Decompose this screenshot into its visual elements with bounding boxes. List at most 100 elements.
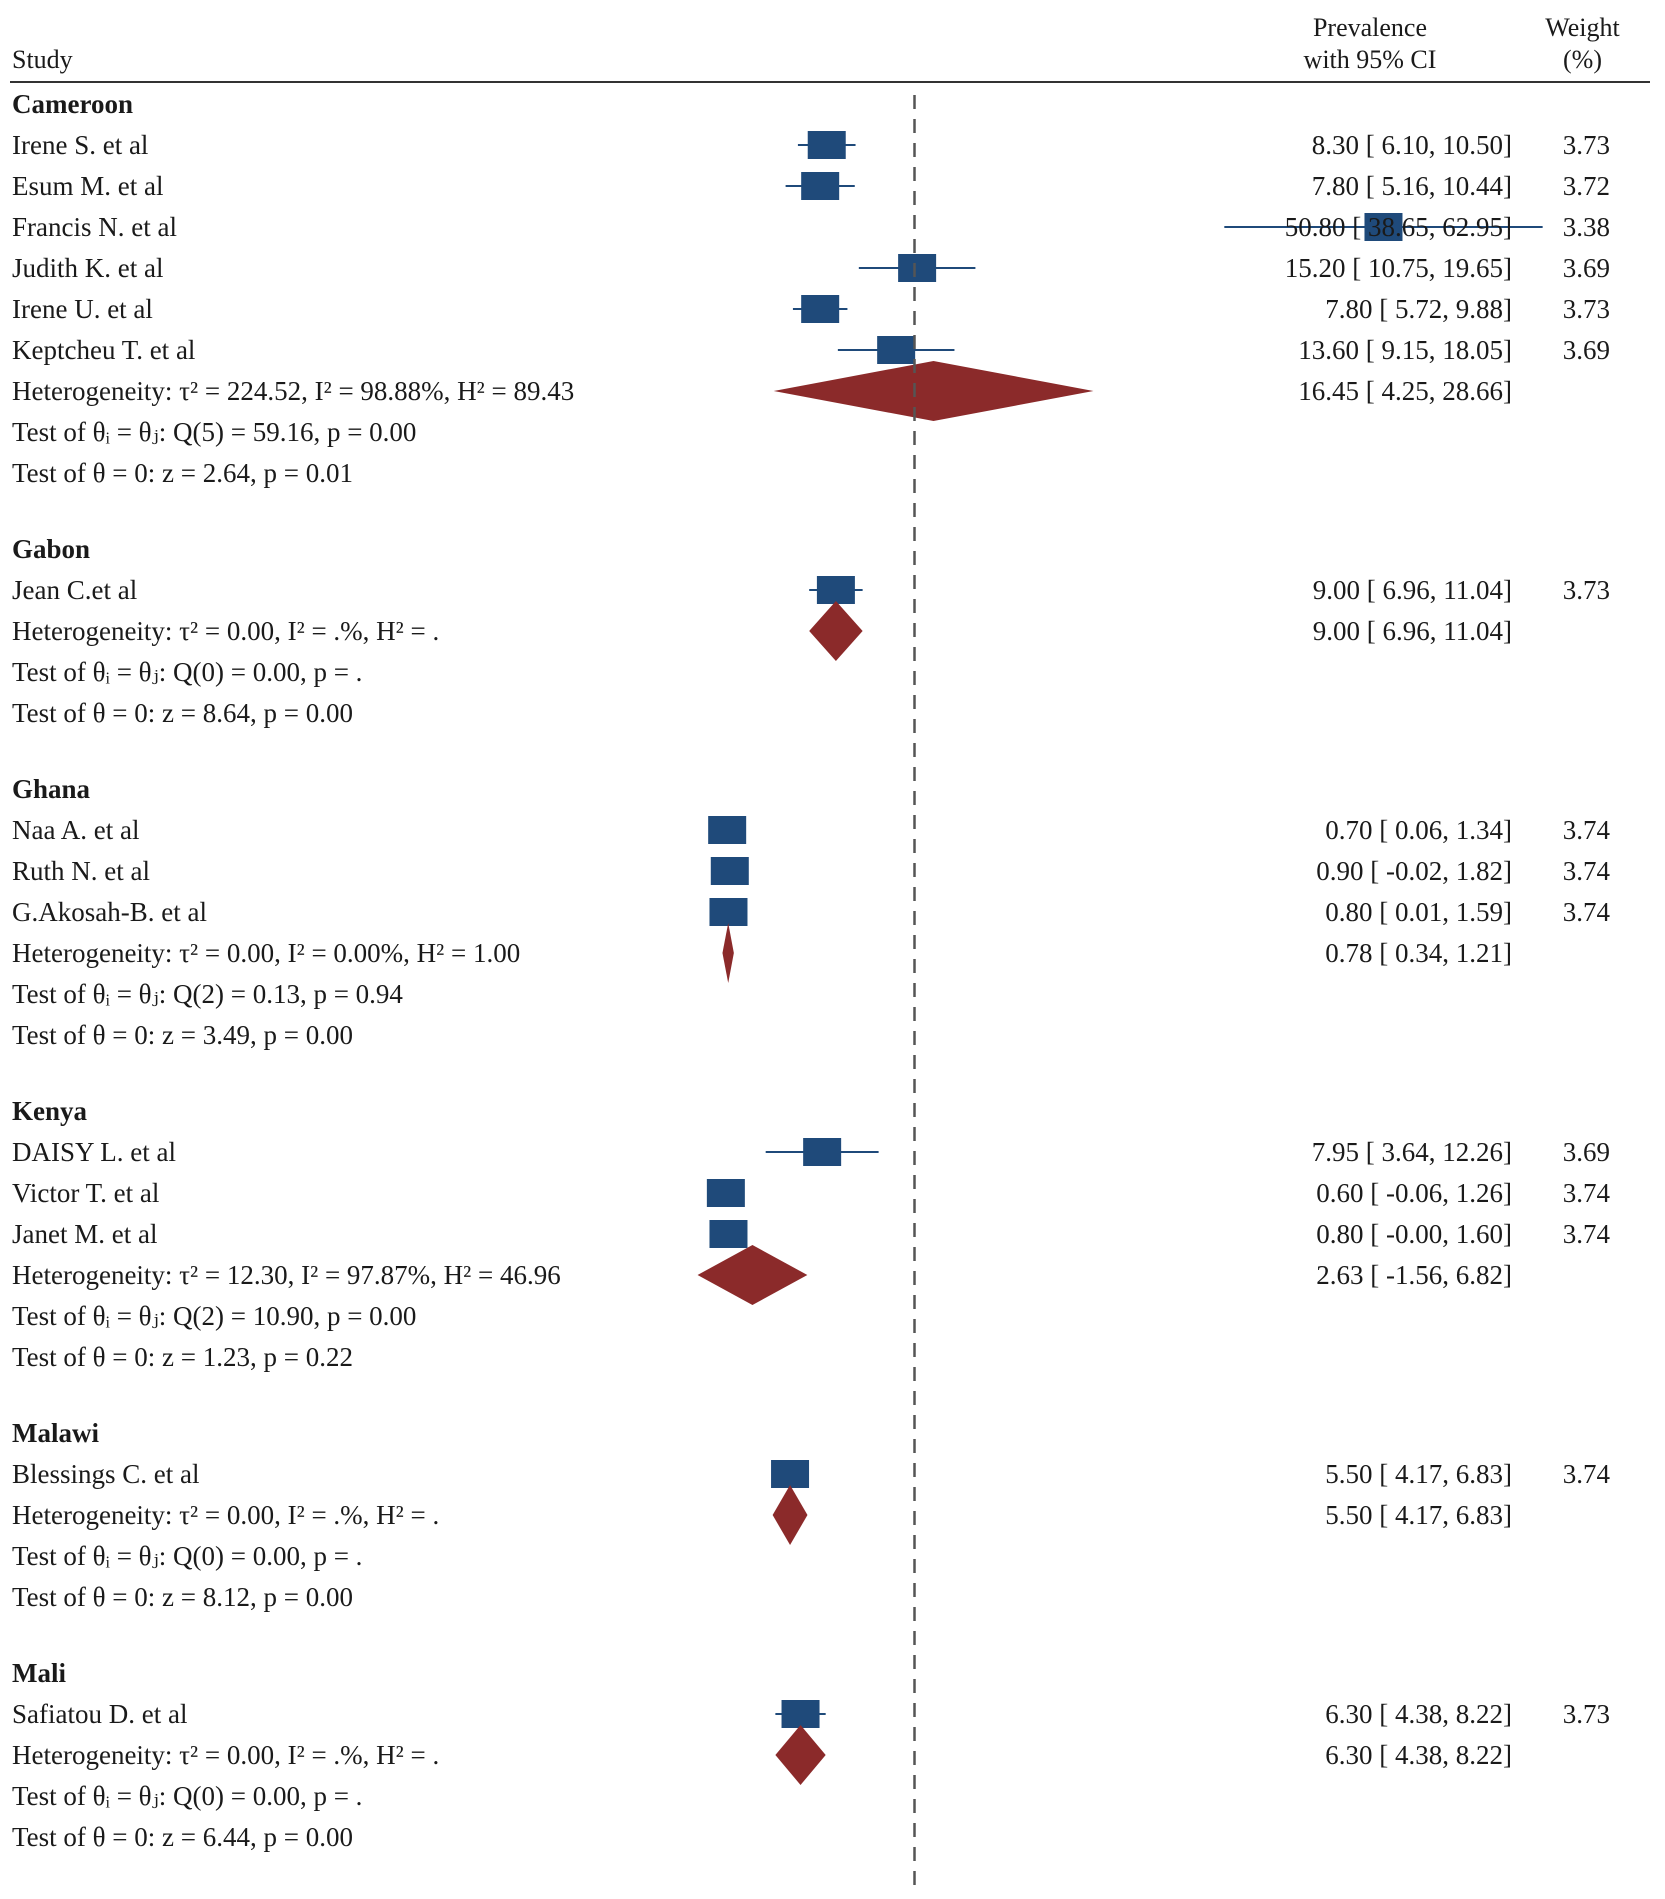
study-weight: 3.74 xyxy=(1563,815,1611,845)
study-label: DAISY L. et al xyxy=(12,1137,176,1167)
study-weight: 3.74 xyxy=(1563,856,1611,886)
study-ci-value: 15.20 [ 10.75, 19.65] xyxy=(1285,253,1512,283)
study-column-header: Study xyxy=(12,44,73,76)
study-marker xyxy=(709,1220,748,1248)
study-label: Ruth N. et al xyxy=(12,856,150,886)
pooled-diamond xyxy=(773,361,1094,421)
study-ci-value: 0.70 [ 0.06, 1.34] xyxy=(1325,815,1512,845)
study-marker xyxy=(801,295,840,323)
study-marker xyxy=(709,898,748,926)
study-label: Esum M. et al xyxy=(12,171,163,201)
study-marker xyxy=(877,336,916,364)
study-marker xyxy=(801,172,840,200)
study-marker xyxy=(807,131,846,159)
group-test-stat: Test of θᵢ = θⱼ: Q(5) = 59.16, p = 0.00 xyxy=(12,417,416,447)
group-title: Cameroon xyxy=(12,89,133,119)
study-weight: 3.69 xyxy=(1563,335,1610,365)
group-test-stat: Test of θᵢ = θⱼ: Q(2) = 0.13, p = 0.94 xyxy=(12,979,403,1009)
study-ci-value: 0.90 [ -0.02, 1.82] xyxy=(1316,856,1512,886)
study-weight: 3.73 xyxy=(1563,575,1610,605)
study-label: Naa A. et al xyxy=(12,815,139,845)
study-weight: 3.74 xyxy=(1563,1219,1611,1249)
group-test-stat: Test of θ = 0: z = 3.49, p = 0.00 xyxy=(12,1020,353,1050)
pooled-diamond xyxy=(772,1485,808,1545)
study-ci-value: 0.80 [ 0.01, 1.59] xyxy=(1325,897,1512,927)
study-weight: 3.74 xyxy=(1563,1178,1611,1208)
study-label: Francis N. et al xyxy=(12,212,177,242)
study-marker xyxy=(710,857,749,885)
group-title: Malawi xyxy=(12,1418,99,1448)
study-label: Victor T. et al xyxy=(12,1178,159,1208)
study-label: Jean C.et al xyxy=(12,575,137,605)
pooled-ci-value: 2.63 [ -1.56, 6.82] xyxy=(1316,1260,1512,1290)
weight-header-line2: (%) xyxy=(1563,45,1602,74)
weight-header-line1: Weight xyxy=(1545,13,1620,42)
study-weight: 3.72 xyxy=(1563,171,1610,201)
prevalence-header-line2: with 95% CI xyxy=(1303,45,1437,74)
study-marker xyxy=(803,1138,842,1166)
study-ci-value: 7.95 [ 3.64, 12.26] xyxy=(1312,1137,1512,1167)
pooled-diamond xyxy=(697,1245,808,1305)
weight-column-header: Weight (%) xyxy=(1520,12,1645,76)
study-marker xyxy=(706,1179,745,1207)
study-weight: 3.38 xyxy=(1563,212,1610,242)
study-label: Irene U. et al xyxy=(12,294,153,324)
study-ci-value: 7.80 [ 5.16, 10.44] xyxy=(1312,171,1512,201)
study-marker xyxy=(771,1460,810,1488)
study-ci-value: 9.00 [ 6.96, 11.04] xyxy=(1313,575,1512,605)
study-label: Irene S. et al xyxy=(12,130,148,160)
study-header-label: Study xyxy=(12,45,73,74)
group-test-stat: Test of θ = 0: z = 8.64, p = 0.00 xyxy=(12,698,353,728)
pooled-ci-value: 6.30 [ 4.38, 8.22] xyxy=(1325,1740,1512,1770)
group-test-stat: Test of θᵢ = θⱼ: Q(0) = 0.00, p = . xyxy=(12,657,362,687)
group-test-stat: Test of θ = 0: z = 2.64, p = 0.01 xyxy=(12,458,353,488)
prevalence-header-line1: Prevalence xyxy=(1312,13,1428,42)
study-ci-value: 5.50 [ 4.17, 6.83] xyxy=(1325,1459,1512,1489)
pooled-ci-value: 16.45 [ 4.25, 28.66] xyxy=(1298,376,1512,406)
heterogeneity-label: Heterogeneity: τ² = 224.52, I² = 98.88%,… xyxy=(12,376,574,406)
pooled-ci-value: 0.78 [ 0.34, 1.21] xyxy=(1325,938,1512,968)
study-label: Judith K. et al xyxy=(12,253,163,283)
group-title: Kenya xyxy=(12,1096,88,1126)
heterogeneity-label: Heterogeneity: τ² = 0.00, I² = .%, H² = … xyxy=(12,616,439,646)
study-ci-value: 6.30 [ 4.38, 8.22] xyxy=(1325,1699,1512,1729)
study-marker xyxy=(708,816,747,844)
study-weight: 3.73 xyxy=(1563,294,1610,324)
pooled-diamond xyxy=(775,1725,826,1785)
group-title: Gabon xyxy=(12,534,90,564)
study-ci-value: 0.60 [ -0.06, 1.26] xyxy=(1316,1178,1512,1208)
study-weight: 3.74 xyxy=(1563,897,1611,927)
heterogeneity-label: Heterogeneity: τ² = 12.30, I² = 97.87%, … xyxy=(12,1260,561,1290)
study-label: Blessings C. et al xyxy=(12,1459,200,1489)
pooled-diamond xyxy=(722,923,734,983)
group-test-stat: Test of θ = 0: z = 6.44, p = 0.00 xyxy=(12,1822,353,1852)
pooled-diamond xyxy=(809,601,863,661)
study-weight: 3.69 xyxy=(1563,253,1610,283)
pooled-ci-value: 9.00 [ 6.96, 11.04] xyxy=(1313,616,1512,646)
group-title: Ghana xyxy=(12,774,91,804)
study-marker xyxy=(816,576,855,604)
pooled-ci-value: 5.50 [ 4.17, 6.83] xyxy=(1325,1500,1512,1530)
group-test-stat: Test of θᵢ = θⱼ: Q(0) = 0.00, p = . xyxy=(12,1541,362,1571)
study-marker xyxy=(1364,213,1403,241)
heterogeneity-label: Heterogeneity: τ² = 0.00, I² = .%, H² = … xyxy=(12,1500,439,1530)
study-label: Janet M. et al xyxy=(12,1219,157,1249)
study-ci-value: 8.30 [ 6.10, 10.50] xyxy=(1312,130,1512,160)
prevalence-column-header: Prevalence with 95% CI xyxy=(1270,12,1470,76)
group-test-stat: Test of θ = 0: z = 8.12, p = 0.00 xyxy=(12,1582,353,1612)
group-test-stat: Test of θᵢ = θⱼ: Q(2) = 10.90, p = 0.00 xyxy=(12,1301,416,1331)
study-weight: 3.74 xyxy=(1563,1459,1611,1489)
study-weight: 3.69 xyxy=(1563,1137,1610,1167)
study-weight: 3.73 xyxy=(1563,1699,1610,1729)
study-ci-value: 0.80 [ -0.00, 1.60] xyxy=(1316,1219,1512,1249)
study-marker xyxy=(781,1700,820,1728)
study-ci-value: 50.80 [ 38.65, 62.95] xyxy=(1285,212,1512,242)
study-label: G.Akosah-B. et al xyxy=(12,897,207,927)
study-marker xyxy=(898,254,937,282)
group-test-stat: Test of θᵢ = θⱼ: Q(0) = 0.00, p = . xyxy=(12,1781,362,1811)
study-weight: 3.73 xyxy=(1563,130,1610,160)
study-ci-value: 7.80 [ 5.72, 9.88] xyxy=(1325,294,1512,324)
heterogeneity-label: Heterogeneity: τ² = 0.00, I² = .%, H² = … xyxy=(12,1740,439,1770)
study-label: Safiatou D. et al xyxy=(12,1699,187,1729)
study-ci-value: 13.60 [ 9.15, 18.05] xyxy=(1298,335,1512,365)
